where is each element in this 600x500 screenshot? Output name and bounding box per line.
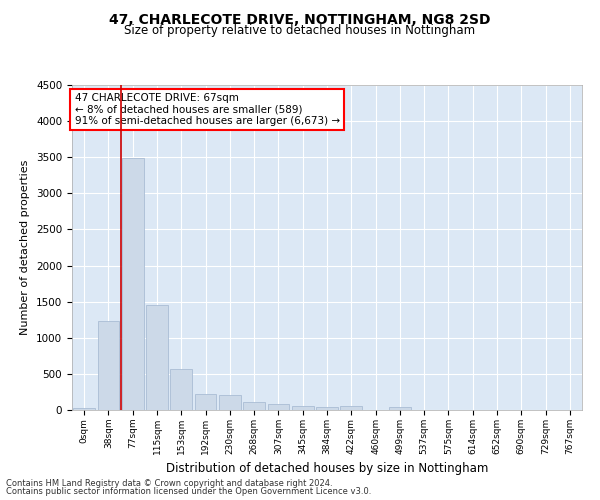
Bar [194, 394, 217, 410]
Text: 47 CHARLECOTE DRIVE: 67sqm
← 8% of detached houses are smaller (589)
91% of semi: 47 CHARLECOTE DRIVE: 67sqm ← 8% of detac… [74, 93, 340, 126]
Bar [292, 406, 314, 410]
Bar [243, 402, 265, 410]
Bar [340, 406, 362, 410]
Bar [389, 407, 411, 410]
Text: Size of property relative to detached houses in Nottingham: Size of property relative to detached ho… [124, 24, 476, 37]
Text: Contains public sector information licensed under the Open Government Licence v3: Contains public sector information licen… [6, 487, 371, 496]
Bar [268, 404, 289, 410]
Bar [316, 407, 338, 410]
Bar [97, 321, 119, 410]
Y-axis label: Number of detached properties: Number of detached properties [20, 160, 31, 335]
Bar [146, 304, 168, 410]
Text: 47, CHARLECOTE DRIVE, NOTTINGHAM, NG8 2SD: 47, CHARLECOTE DRIVE, NOTTINGHAM, NG8 2S… [109, 12, 491, 26]
Bar [122, 158, 143, 410]
Bar [219, 395, 241, 410]
Bar [170, 369, 192, 410]
Text: Contains HM Land Registry data © Crown copyright and database right 2024.: Contains HM Land Registry data © Crown c… [6, 478, 332, 488]
X-axis label: Distribution of detached houses by size in Nottingham: Distribution of detached houses by size … [166, 462, 488, 475]
Bar [73, 408, 95, 410]
